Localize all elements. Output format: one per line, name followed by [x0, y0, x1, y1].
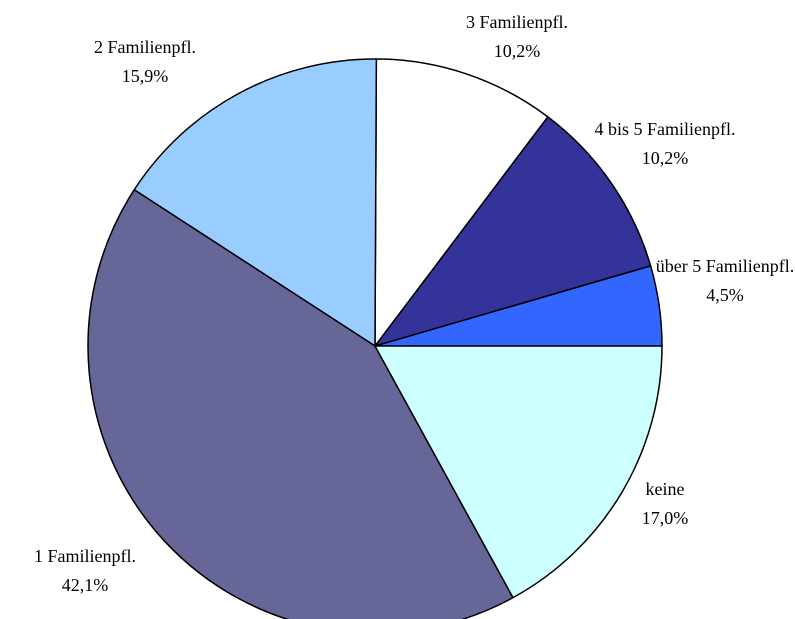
pie-slice — [87, 188, 515, 619]
pie-slice — [133, 58, 378, 348]
category-label: 2 Familienpfl. — [94, 37, 196, 57]
value-label: 10,2% — [641, 148, 689, 168]
value-label: 4,5% — [706, 285, 744, 305]
slice-label: über 5 Familienpfl. 4,5% — [655, 252, 795, 310]
category-label: über 5 Familienpfl. — [655, 256, 795, 276]
category-label: 1 Familienpfl. — [34, 546, 136, 566]
category-label: keine — [645, 479, 685, 499]
value-label: 15,9% — [121, 66, 169, 86]
value-label: 42,1% — [61, 575, 109, 595]
slice-label: 4 bis 5 Familienpfl. 10,2% — [590, 115, 740, 173]
value-label: 17,0% — [641, 508, 689, 528]
category-label: 4 bis 5 Familienpfl. — [594, 119, 736, 139]
pie-slice — [373, 345, 663, 599]
pie-slice — [373, 115, 652, 348]
slice-label: keine 17,0% — [590, 475, 740, 533]
slice-label: 3 Familienpfl. 10,2% — [442, 8, 592, 66]
value-label: 10,2% — [493, 41, 541, 61]
slice-label: 1 Familienpfl. 42,1% — [5, 542, 165, 600]
category-label: 3 Familienpfl. — [466, 12, 568, 32]
slice-label: 2 Familienpfl. 15,9% — [70, 33, 220, 91]
pie-slice — [374, 58, 549, 349]
